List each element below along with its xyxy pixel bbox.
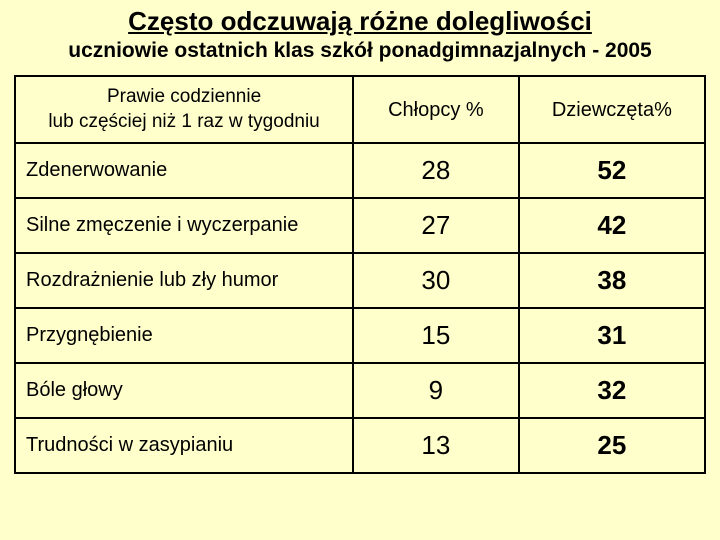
cell-girls: 52 [519, 143, 705, 198]
table-header-row: Prawie codziennie lub częściej niż 1 raz… [15, 76, 705, 143]
cell-boys: 15 [353, 308, 519, 363]
row-label: Silne zmęczenie i wyczerpanie [15, 198, 353, 253]
cell-girls: 32 [519, 363, 705, 418]
table-row: Przygnębienie 15 31 [15, 308, 705, 363]
cell-boys: 28 [353, 143, 519, 198]
cell-girls: 42 [519, 198, 705, 253]
table-row: Zdenerwowanie 28 52 [15, 143, 705, 198]
cell-boys: 27 [353, 198, 519, 253]
cell-boys: 30 [353, 253, 519, 308]
cell-girls: 38 [519, 253, 705, 308]
table-row: Rozdrażnienie lub zły humor 30 38 [15, 253, 705, 308]
col-header-symptom-line1: Prawie codziennie [107, 86, 261, 107]
row-label: Rozdrażnienie lub zły humor [15, 253, 353, 308]
row-label: Trudności w zasypianiu [15, 418, 353, 473]
slide-title: Często odczuwają różne dolegliwości [14, 6, 706, 37]
table: Prawie codziennie lub częściej niż 1 raz… [14, 75, 706, 474]
cell-girls: 25 [519, 418, 705, 473]
row-label: Bóle głowy [15, 363, 353, 418]
col-header-boys: Chłopcy % [353, 76, 519, 143]
row-label: Zdenerwowanie [15, 143, 353, 198]
cell-boys: 13 [353, 418, 519, 473]
cell-boys: 9 [353, 363, 519, 418]
slide-subtitle: uczniowie ostatnich klas szkół ponadgimn… [14, 39, 706, 63]
col-header-symptom-line2: lub częściej niż 1 raz w tygodniu [48, 111, 319, 132]
cell-girls: 31 [519, 308, 705, 363]
table-row: Bóle głowy 9 32 [15, 363, 705, 418]
slide-root: Często odczuwają różne dolegliwości uczn… [0, 0, 720, 488]
table-row: Silne zmęczenie i wyczerpanie 27 42 [15, 198, 705, 253]
col-header-symptom: Prawie codziennie lub częściej niż 1 raz… [15, 76, 353, 143]
table-row: Trudności w zasypianiu 13 25 [15, 418, 705, 473]
col-header-girls: Dziewczęta% [519, 76, 705, 143]
row-label: Przygnębienie [15, 308, 353, 363]
